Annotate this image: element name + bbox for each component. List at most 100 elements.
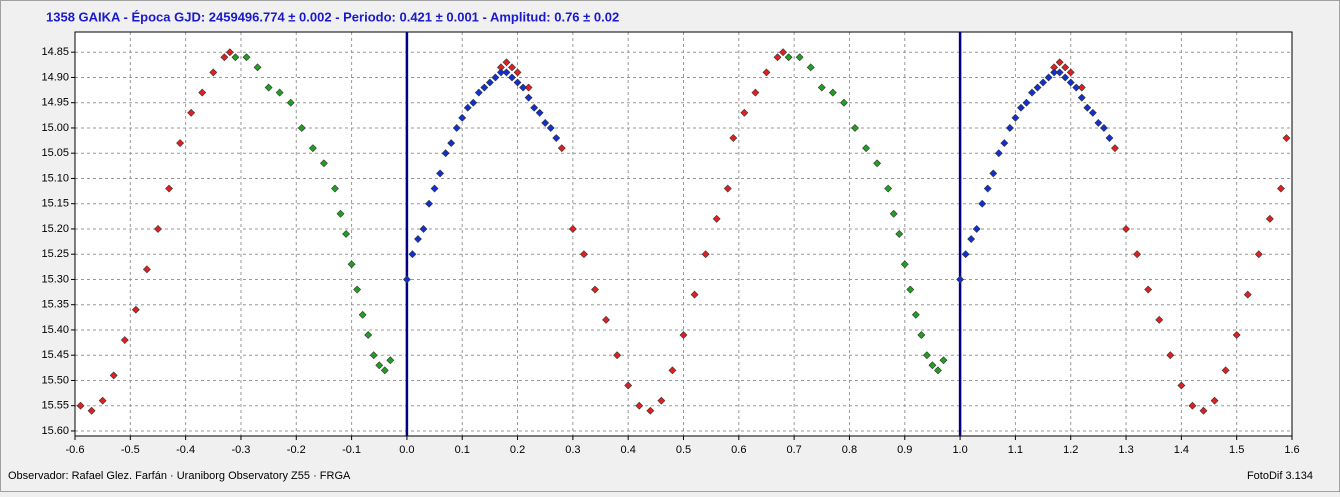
data-point	[1099, 124, 1108, 132]
data-point	[347, 260, 356, 269]
data-point	[469, 98, 478, 107]
data-point	[76, 401, 85, 410]
data-point	[839, 98, 848, 107]
x-tick-label: 0.3	[565, 444, 580, 456]
data-point	[491, 73, 500, 82]
y-tick-label: 15.50	[41, 374, 69, 386]
data-point	[1050, 68, 1059, 77]
data-point	[220, 53, 229, 62]
data-point	[497, 68, 505, 77]
data-point	[884, 184, 893, 193]
data-point	[1111, 144, 1119, 153]
data-point	[458, 113, 467, 122]
data-point	[1000, 139, 1009, 148]
data-point	[557, 144, 566, 153]
data-point	[806, 63, 815, 72]
data-point	[729, 134, 738, 142]
x-tick-label: 1.6	[1284, 444, 1299, 456]
data-point	[1122, 225, 1130, 233]
y-tick-label: 14.90	[41, 71, 69, 83]
y-tick-label: 15.40	[41, 324, 69, 336]
data-point	[956, 275, 965, 284]
data-point	[668, 366, 677, 375]
data-point	[851, 124, 859, 132]
data-point	[485, 78, 494, 87]
data-point	[911, 310, 920, 319]
data-point	[1011, 113, 1020, 122]
data-point	[1188, 401, 1197, 410]
x-tick-label: 0.5	[676, 444, 691, 456]
data-point	[1232, 331, 1241, 339]
chart-title: 1358 GAIKA - Época GJD: 2459496.774 ± 0.…	[46, 9, 619, 24]
x-tick-label: -0.1	[342, 444, 361, 456]
data-point	[602, 315, 610, 324]
data-point	[98, 396, 107, 405]
data-point	[1061, 63, 1070, 72]
data-point	[900, 260, 909, 269]
footer-right: FotoDif 3.134	[1247, 470, 1313, 482]
y-tick-label: 15.55	[41, 400, 69, 412]
data-point	[358, 310, 367, 319]
data-point	[568, 225, 577, 233]
data-point	[873, 159, 882, 168]
data-point	[120, 336, 129, 344]
y-tick-label: 15.15	[41, 198, 69, 210]
x-tick-label: 1.5	[1229, 444, 1244, 456]
data-point	[939, 356, 948, 365]
data-point	[1155, 315, 1164, 324]
data-point	[286, 98, 295, 107]
data-point	[1017, 103, 1025, 112]
data-point	[740, 108, 749, 117]
data-point	[546, 124, 555, 132]
data-point	[751, 88, 760, 97]
data-point	[474, 88, 483, 97]
data-point	[1177, 381, 1186, 390]
data-point	[1066, 78, 1075, 87]
data-point	[1055, 68, 1064, 77]
data-point	[889, 209, 898, 218]
x-tick-label: -0.6	[66, 444, 85, 456]
data-point	[225, 48, 234, 57]
data-point	[828, 88, 837, 97]
data-point	[552, 134, 561, 142]
data-point	[480, 83, 489, 92]
x-tick-label: 1.4	[1174, 444, 1189, 456]
data-point	[1044, 73, 1053, 82]
data-point	[209, 68, 218, 77]
data-point	[580, 250, 588, 259]
data-point	[928, 361, 937, 370]
data-point	[419, 225, 428, 233]
data-point	[762, 68, 771, 77]
data-point	[613, 351, 622, 360]
data-point	[541, 118, 550, 127]
data-point	[1243, 290, 1252, 299]
footer-left: Observador: Rafael Glez. Farfán · Uranib…	[8, 470, 351, 482]
data-point	[524, 93, 533, 102]
data-point	[502, 58, 511, 67]
y-tick-label: 15.35	[41, 299, 69, 311]
data-point	[1221, 366, 1230, 375]
data-point	[1277, 184, 1285, 193]
x-tick-label: 1.3	[1118, 444, 1133, 456]
data-point	[364, 331, 373, 339]
data-point	[862, 144, 870, 153]
data-point	[1033, 83, 1042, 92]
x-tick-label: 0.6	[731, 444, 746, 456]
data-point	[591, 285, 599, 294]
data-point	[1022, 98, 1031, 107]
data-point	[779, 48, 787, 57]
x-tick-label: -0.5	[121, 444, 140, 456]
data-point	[187, 108, 196, 117]
data-point	[530, 103, 539, 112]
y-tick-label: 15.30	[41, 273, 69, 285]
y-tick-label: 15.00	[41, 122, 69, 134]
data-point	[635, 401, 644, 410]
x-tick-label: 0.0	[399, 444, 414, 456]
data-point	[1066, 68, 1075, 77]
data-point	[275, 88, 284, 97]
x-tick-label: 1.1	[1008, 444, 1023, 456]
y-tick-label: 15.20	[41, 223, 69, 235]
data-point	[1077, 83, 1086, 92]
data-point	[989, 169, 998, 178]
data-point	[983, 184, 992, 193]
